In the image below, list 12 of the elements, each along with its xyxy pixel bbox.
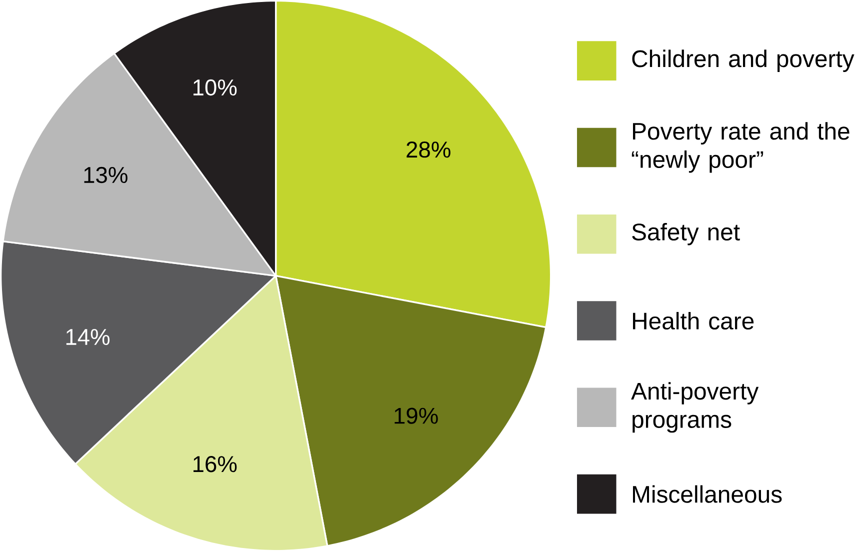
legend-label: Anti-poverty programs — [631, 382, 759, 433]
data-label: 16% — [194, 456, 237, 472]
legend-label: Safety net — [632, 223, 740, 246]
data-label: 14% — [66, 329, 110, 346]
data-label: 10% — [194, 80, 237, 96]
legend-label: Miscellaneous — [633, 485, 782, 504]
data-label: 28% — [406, 142, 450, 158]
legend-label: Poverty rate and the “newly poor” — [632, 122, 850, 173]
legend-label: Health care — [633, 312, 754, 330]
data-label: 19% — [394, 408, 438, 424]
legend-label: Children and poverty — [632, 50, 854, 72]
data-label: 13% — [84, 167, 128, 184]
